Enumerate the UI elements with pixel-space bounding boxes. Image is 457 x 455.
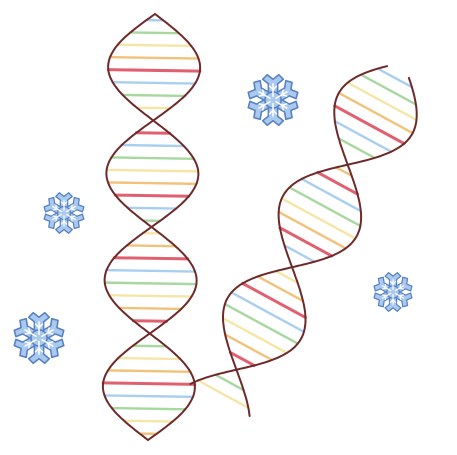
base-pair-rung [278, 226, 334, 258]
base-pair-rung [106, 68, 202, 73]
base-pair-rung [101, 381, 197, 386]
base-pair-rung [120, 143, 186, 148]
base-pair-rung [223, 302, 299, 345]
dna-helix-vertical [101, 13, 202, 441]
base-pair-rung [346, 81, 418, 122]
base-pair-rung [131, 319, 169, 323]
base-pair-rung [274, 269, 299, 285]
snowflake-icon [43, 192, 85, 234]
base-pair-rung [337, 91, 414, 135]
base-pair-rung [106, 369, 192, 373]
base-pair-rung [131, 344, 168, 348]
base-pair-rung [125, 244, 177, 248]
base-pair-rung [111, 81, 197, 85]
base-pair-rung [110, 406, 187, 411]
base-pair-rung [129, 31, 181, 35]
base-pair-rung [106, 181, 198, 186]
base-pair-rung [107, 294, 193, 298]
snowflake-icon [247, 73, 299, 127]
base-pair-rung [300, 177, 363, 213]
base-pair-rung [126, 206, 178, 210]
snowflake-icon [373, 272, 413, 312]
base-pair-rung [277, 210, 347, 250]
base-pair-rung [196, 379, 250, 409]
base-pair-rung [228, 351, 256, 367]
base-pair-rung [241, 281, 307, 319]
base-pair-rung [135, 106, 172, 110]
base-pair-rung [105, 268, 197, 273]
base-pair-rung [108, 55, 200, 60]
base-pair-rung [223, 333, 274, 362]
base-pair-rung [221, 317, 289, 355]
base-pair-rung [116, 43, 193, 48]
base-pair-rung [105, 168, 200, 173]
base-pair-rung [333, 104, 406, 146]
snowflake-icon [13, 311, 65, 365]
base-pair-rung [359, 73, 418, 106]
base-pair-rung [103, 394, 195, 399]
base-pair-rung [112, 256, 190, 261]
base-pair-rung [283, 244, 316, 263]
base-pair-rung [335, 166, 353, 177]
base-pair-rung [280, 197, 357, 240]
base-pair-rung [122, 419, 174, 423]
base-pair-rung [103, 281, 198, 286]
dna-backbone-strand [101, 13, 202, 441]
base-pair-rung [288, 186, 362, 228]
base-pair-rung [117, 356, 182, 361]
base-pair-rung [121, 93, 186, 98]
base-pair-rung [113, 193, 191, 198]
dna-backbone-strand [189, 76, 418, 385]
base-pair-rung [256, 275, 305, 303]
base-pair-rung [110, 156, 196, 160]
base-pair-rung [134, 131, 172, 135]
base-pair-rung [117, 306, 183, 311]
base-pair-rung [333, 119, 393, 153]
base-pair-rung [316, 170, 360, 196]
base-pair-rung [230, 291, 306, 334]
base-pair-rung [376, 67, 414, 89]
base-pair-rung [214, 373, 245, 392]
base-pair-rung [337, 137, 376, 160]
dna-backbone-strand [222, 65, 389, 417]
dna-helix-tilted [189, 65, 418, 417]
